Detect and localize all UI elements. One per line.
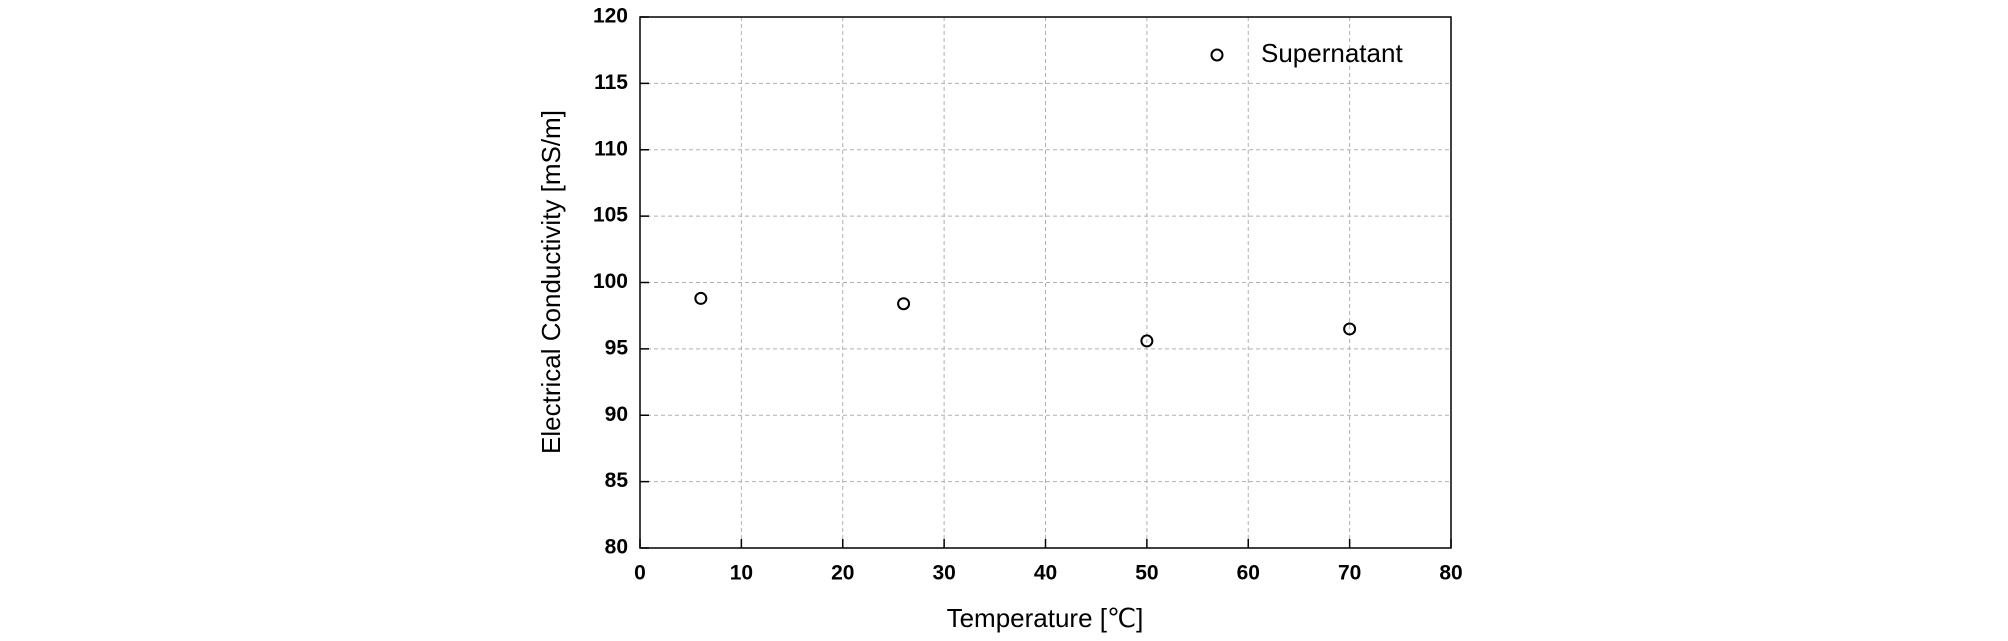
x-tick-label: 20 bbox=[831, 562, 854, 585]
x-tick-label: 30 bbox=[932, 562, 955, 585]
y-tick-label: 95 bbox=[605, 336, 629, 359]
y-axis-title: Electrical Conductivity [mS/m] bbox=[536, 110, 566, 454]
legend-marker bbox=[1210, 48, 1224, 62]
data-point bbox=[1140, 334, 1154, 348]
x-tick-label: 60 bbox=[1237, 562, 1260, 585]
x-tick-label: 50 bbox=[1135, 562, 1158, 585]
y-tick-label: 90 bbox=[605, 403, 628, 426]
y-tick-label: 115 bbox=[594, 71, 628, 94]
data-point bbox=[694, 291, 708, 305]
x-tick-label: 10 bbox=[730, 562, 753, 585]
x-tick-label: 0 bbox=[634, 562, 646, 585]
y-tick-label: 80 bbox=[605, 536, 628, 559]
legend-label: Supernatant bbox=[1261, 38, 1403, 68]
data-point bbox=[1343, 322, 1357, 336]
x-axis-title: Temperature [℃] bbox=[947, 603, 1144, 633]
x-tick-label: 80 bbox=[1439, 562, 1462, 585]
y-tick-label: 110 bbox=[594, 137, 628, 160]
y-tick-label: 120 bbox=[593, 5, 628, 28]
x-tick-label: 70 bbox=[1338, 562, 1361, 585]
y-tick-label: 85 bbox=[605, 469, 629, 492]
y-tick-label: 105 bbox=[593, 204, 628, 227]
data-point bbox=[897, 297, 911, 311]
y-tick-label: 100 bbox=[593, 270, 628, 293]
plot-frame bbox=[639, 16, 1452, 549]
x-tick-label: 40 bbox=[1034, 562, 1057, 585]
